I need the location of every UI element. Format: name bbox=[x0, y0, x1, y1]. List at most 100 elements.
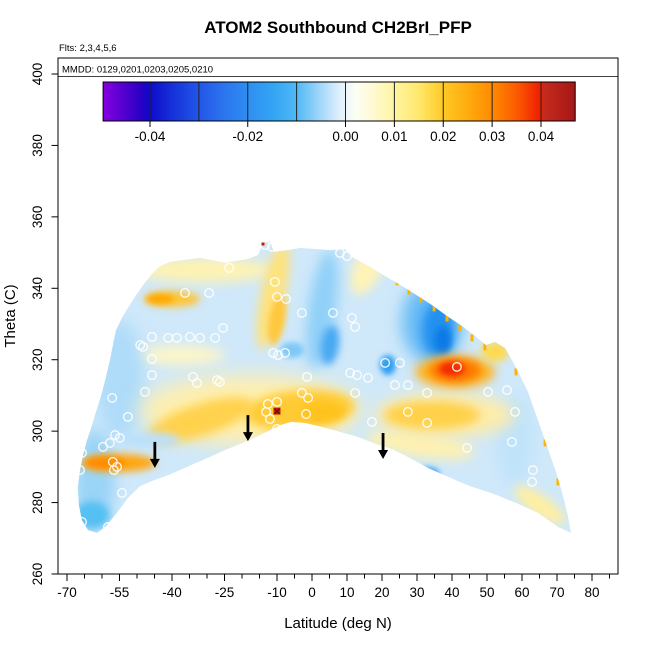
sample-marker bbox=[204, 287, 215, 298]
sample-marker bbox=[268, 347, 279, 358]
colorbar-tick-label: 0.01 bbox=[381, 129, 407, 144]
arrow-head bbox=[378, 450, 389, 460]
colorbar-tick-label: -0.04 bbox=[135, 129, 166, 144]
heat-feature bbox=[379, 355, 396, 376]
heat-feature bbox=[514, 485, 566, 525]
sample-marker bbox=[212, 375, 223, 386]
sample-marker bbox=[191, 377, 202, 388]
plot-title: ATOM2 Southbound CH2BrI_PFP bbox=[204, 18, 472, 37]
sample-marker bbox=[394, 357, 405, 368]
sample-marker bbox=[122, 411, 133, 422]
profile-arrows bbox=[149, 415, 389, 468]
sample-marker bbox=[366, 416, 377, 427]
sample-marker bbox=[297, 424, 308, 434]
colorbar-border bbox=[102, 81, 576, 122]
arrow-head bbox=[149, 458, 160, 468]
sample-marker bbox=[142, 262, 153, 273]
y-axis-title: Theta (C) bbox=[2, 284, 19, 347]
sample-marker bbox=[328, 307, 338, 318]
x-tick-label: 60 bbox=[514, 585, 529, 600]
colorbar: -0.04 -0.02 0.00 0.01 0.02 0.03 0.04 bbox=[102, 81, 576, 144]
sample-marker bbox=[110, 430, 120, 441]
sample-marker bbox=[422, 417, 433, 428]
sample-marker bbox=[346, 312, 357, 323]
sample-marker bbox=[342, 251, 352, 262]
sample-marker bbox=[103, 521, 113, 532]
plot-border bbox=[57, 57, 619, 575]
heat-feature bbox=[268, 295, 286, 345]
y-tick-label: 400 bbox=[30, 63, 45, 86]
colorbar-ticks: -0.04 -0.02 0.00 0.01 0.02 0.03 0.04 bbox=[135, 121, 555, 144]
colorbar-tick-label: 0.02 bbox=[430, 129, 456, 144]
x-tick-label: 80 bbox=[584, 585, 599, 600]
heat-feature bbox=[481, 341, 509, 362]
heat-feature bbox=[134, 345, 226, 366]
heat-feature bbox=[134, 258, 275, 283]
edge-dash bbox=[407, 287, 411, 295]
edge-dash bbox=[529, 384, 533, 392]
heat-feature bbox=[119, 432, 181, 448]
sample-marker bbox=[114, 432, 125, 443]
sample-marker bbox=[184, 331, 195, 342]
x-tick-label: -55 bbox=[110, 585, 130, 600]
sample-marker bbox=[269, 276, 280, 287]
heat-feature bbox=[455, 274, 485, 316]
y-tick-label: 260 bbox=[30, 563, 45, 586]
heat-feature bbox=[365, 430, 475, 460]
sample-marker bbox=[75, 465, 85, 476]
edge-dash bbox=[458, 324, 462, 332]
sample-marker bbox=[527, 465, 538, 476]
heat-feature bbox=[416, 467, 440, 483]
sample-marker bbox=[210, 332, 221, 343]
sample-marker bbox=[442, 491, 453, 502]
colorbar-tick-label: 0.04 bbox=[528, 129, 555, 144]
sample-marker bbox=[488, 517, 498, 528]
sample-marker bbox=[463, 506, 474, 517]
sample-marker bbox=[272, 396, 282, 407]
y-tick-label: 320 bbox=[30, 348, 45, 371]
sample-marker bbox=[389, 380, 400, 391]
sample-marker bbox=[147, 331, 157, 342]
sample-marker bbox=[195, 332, 205, 343]
sample-markers bbox=[75, 240, 538, 533]
sample-marker bbox=[272, 291, 282, 302]
sample-marker bbox=[462, 442, 472, 453]
sample-marker bbox=[301, 409, 312, 419]
heat-feature bbox=[300, 401, 345, 422]
flights-annotation: Flts: 2,3,4,5,6 bbox=[59, 43, 117, 54]
x-tick-label: 30 bbox=[409, 585, 424, 600]
x-axis-title: Latitude (deg N) bbox=[284, 615, 392, 632]
edge-dash bbox=[419, 295, 423, 303]
dates-annotation: MMDD: 0129,0201,0203,0205,0210 bbox=[62, 65, 213, 76]
heat-feature bbox=[147, 397, 253, 443]
sample-marker bbox=[265, 414, 275, 424]
colorbar-tick-label: 0.00 bbox=[332, 129, 358, 144]
sample-marker bbox=[483, 386, 493, 397]
sample-marker bbox=[273, 350, 284, 361]
y-tick-label: 380 bbox=[30, 134, 45, 157]
sample-marker bbox=[218, 322, 229, 333]
sample-marker bbox=[171, 332, 182, 343]
sample-marker bbox=[380, 357, 391, 368]
edge-dash bbox=[432, 304, 436, 312]
sample-marker bbox=[296, 307, 307, 318]
sample-marker bbox=[77, 516, 87, 527]
flagged-cell bbox=[261, 242, 265, 246]
x-tick-label: 70 bbox=[549, 585, 564, 600]
sample-marker bbox=[352, 370, 363, 381]
x-tick-label: 10 bbox=[339, 585, 354, 600]
heat-feature bbox=[146, 294, 175, 304]
colorbar-tick-label: 0.03 bbox=[479, 129, 505, 144]
heat-feature bbox=[280, 342, 304, 358]
sample-marker bbox=[117, 487, 127, 498]
y-tick-label: 300 bbox=[30, 420, 45, 443]
sample-marker bbox=[303, 392, 314, 403]
sample-marker bbox=[350, 387, 361, 398]
sample-marker bbox=[180, 287, 190, 298]
colorbar-gradient bbox=[103, 82, 576, 121]
x-tick-label: 40 bbox=[444, 585, 459, 600]
flagged-cells bbox=[261, 242, 281, 415]
sample-marker bbox=[281, 294, 292, 304]
sample-marker bbox=[510, 406, 520, 417]
